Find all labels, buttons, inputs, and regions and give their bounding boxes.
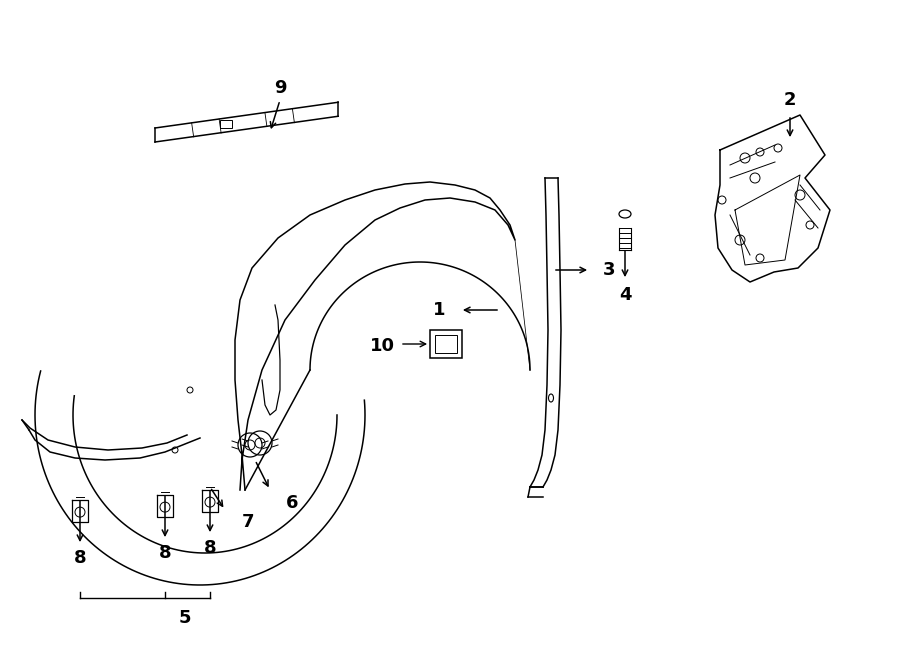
Text: 10: 10 [370,337,395,355]
Text: 8: 8 [158,544,171,562]
Text: 1: 1 [433,301,445,319]
FancyBboxPatch shape [435,335,457,353]
Text: 2: 2 [784,91,796,109]
FancyBboxPatch shape [220,120,232,128]
Text: 8: 8 [203,539,216,557]
FancyBboxPatch shape [430,330,462,358]
Text: 6: 6 [286,494,299,512]
Text: 3: 3 [603,261,616,279]
Text: 5: 5 [179,609,191,627]
Text: 9: 9 [274,79,286,97]
Text: 8: 8 [74,549,86,567]
Text: 7: 7 [242,513,255,531]
Text: 4: 4 [619,286,631,304]
